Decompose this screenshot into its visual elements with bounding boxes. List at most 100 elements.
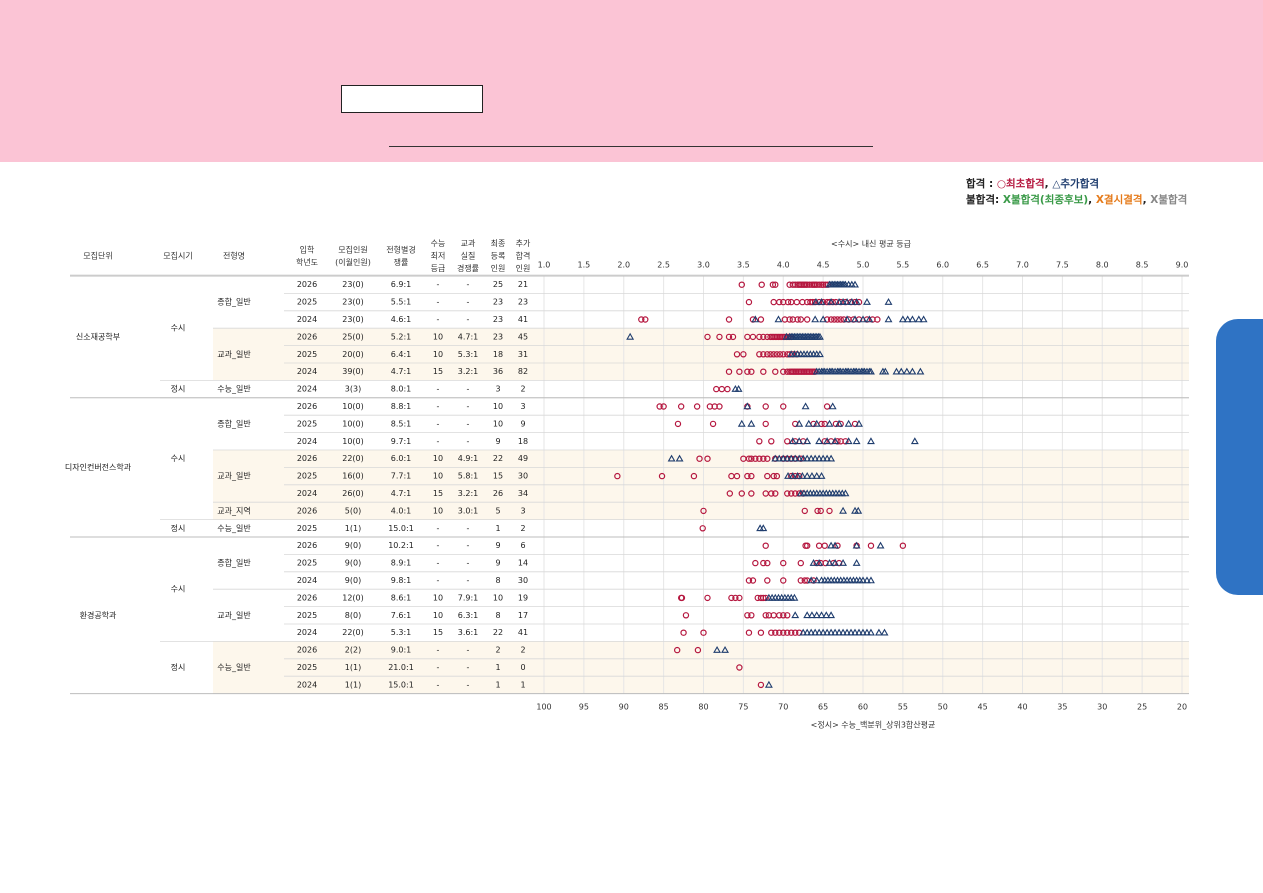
extra-pass-point	[815, 332, 824, 340]
bottom-tick-label: 40	[1017, 703, 1027, 712]
cell-year: 2025	[297, 611, 317, 620]
cell-min: 15	[433, 489, 443, 498]
first-pass-point	[762, 612, 769, 619]
extra-pass-point	[892, 367, 901, 375]
extra-pass-point	[811, 454, 820, 462]
type-label: 교과_지역	[217, 505, 250, 515]
top-tick-label: 4.0	[777, 261, 790, 270]
cell-min: 10	[433, 350, 443, 359]
extra-pass-point	[847, 628, 855, 636]
cell-rate: 6.4:1	[391, 350, 412, 359]
header-quota-line: (이월인원)	[335, 257, 371, 267]
extra-pass-point	[823, 628, 832, 636]
legend-sep: ,	[1142, 194, 1151, 206]
extra-pass-point	[831, 437, 840, 445]
first-pass-point	[792, 490, 799, 497]
first-pass-point	[874, 316, 881, 323]
cell-rate: 7.7:1	[391, 472, 412, 481]
first-pass-point	[772, 368, 779, 375]
extra-pass-point	[808, 611, 816, 619]
cell-min: 10	[433, 472, 443, 481]
extra-pass-point	[844, 419, 853, 427]
cell-year: 2024	[297, 315, 317, 324]
cell-real: 3.6:1	[458, 628, 479, 637]
cell-year: 2025	[297, 350, 317, 359]
first-pass-point	[762, 403, 769, 410]
legend-pass-row: 합격 : ○최초합격, △추가합격	[966, 176, 1187, 192]
extra-pass-point	[828, 402, 837, 410]
extra-pass-point	[819, 628, 828, 636]
first-pass-point	[749, 333, 757, 341]
first-pass-point	[772, 281, 779, 288]
cell-extra: 21	[518, 280, 528, 289]
header-reg-line: 최종	[491, 238, 506, 248]
extra-pass-point	[784, 471, 792, 479]
type-label: 종합_일반	[217, 419, 251, 428]
first-pass-point	[744, 472, 751, 480]
extra-pass-point	[855, 628, 863, 636]
period-label: 수시	[171, 585, 186, 594]
first-pass-point	[803, 316, 811, 323]
extra-pass-point	[851, 315, 859, 323]
type-label: 교과_일반	[217, 472, 251, 481]
first-pass-point	[780, 368, 787, 375]
first-pass-point	[784, 490, 791, 497]
first-pass-point	[674, 420, 682, 428]
extra-pass-point	[863, 576, 871, 584]
type-label: 종합_일반	[217, 559, 251, 568]
first-pass-point	[764, 455, 771, 462]
extra-pass-point	[807, 454, 816, 462]
first-pass-point	[762, 420, 769, 428]
top-tick-label: 1.0	[538, 261, 551, 270]
legend-pass-colon: :	[985, 178, 997, 190]
first-pass-point	[760, 333, 767, 341]
cell-quota: 23(0)	[342, 315, 364, 324]
extra-pass-point	[876, 541, 885, 549]
header-real-line: 경쟁률	[457, 263, 479, 273]
first-pass-point	[837, 316, 844, 323]
first-pass-point	[704, 333, 711, 341]
banner-input-box[interactable]	[341, 85, 483, 113]
first-pass-point	[797, 577, 804, 584]
first-pass-point	[732, 594, 739, 602]
cell-rate: 5.2:1	[391, 332, 412, 341]
first-pass-point	[704, 594, 711, 602]
cell-real: -	[467, 524, 470, 533]
unit-label: 환경공학과	[80, 610, 117, 620]
first-pass-point	[758, 281, 765, 288]
first-pass-point	[733, 351, 741, 358]
first-pass-point	[642, 316, 649, 323]
cell-extra: 18	[518, 437, 528, 446]
cell-reg: 15	[493, 472, 503, 481]
extra-pass-point	[803, 628, 812, 636]
first-pass-point	[768, 438, 775, 445]
first-pass-point	[826, 507, 833, 515]
cell-reg: 23	[493, 332, 503, 341]
extra-pass-point	[743, 402, 752, 410]
side-tab[interactable]	[1216, 319, 1263, 595]
cell-rate: 4.6:1	[391, 315, 412, 324]
extra-pass-point	[843, 628, 851, 636]
extra-pass-point	[815, 454, 824, 462]
extra-pass-point	[855, 419, 863, 427]
first-pass-point	[724, 385, 731, 393]
header-type: 전형명	[223, 251, 245, 261]
cell-min: 15	[433, 628, 443, 637]
extra-pass-point	[737, 419, 746, 427]
extra-pass-point	[807, 628, 816, 636]
cell-year: 2026	[297, 402, 317, 411]
extra-pass-point	[902, 367, 911, 375]
extra-pass-point	[908, 315, 917, 323]
cell-reg: 23	[493, 315, 503, 324]
cell-reg: 9	[495, 559, 500, 568]
first-pass-point	[614, 472, 621, 480]
cell-real: 3.2:1	[458, 367, 479, 376]
first-pass-point	[728, 594, 735, 602]
cell-real: -	[467, 298, 470, 307]
extra-pass-point	[675, 454, 684, 462]
cell-min: -	[437, 385, 440, 394]
header-real-line: 실질	[461, 251, 476, 261]
extra-pass-point	[835, 419, 844, 427]
top-tick-label: 2.5	[657, 261, 670, 270]
cell-min: -	[437, 402, 440, 411]
